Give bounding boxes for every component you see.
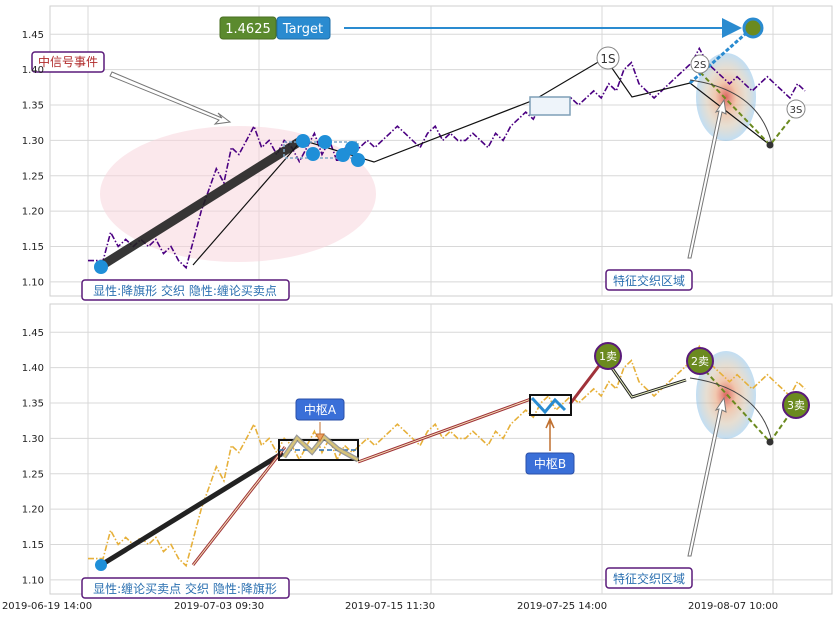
top-pivot-marker-6 [351, 153, 365, 167]
sell-3s-marker: 3S [786, 99, 806, 119]
target-value-label: 1.4625 [225, 22, 271, 37]
top-y-tick-2: 1.20 [22, 207, 44, 218]
top-flag-thick-line [98, 136, 305, 270]
sell-3-label: 3卖 [787, 399, 805, 412]
x-axis: 2019-06-19 14:00 2019-07-03 09:30 2019-07-… [2, 601, 778, 612]
bottom-y-tick-1: 1.15 [22, 540, 44, 551]
bottom-thick-line [99, 450, 285, 568]
top-pivot-marker-2 [306, 147, 320, 161]
target-point-marker [742, 17, 764, 39]
bottom-y-tick-6: 1.40 [22, 363, 44, 374]
bottom-y-tick-2: 1.20 [22, 505, 44, 516]
target-label: Target [282, 22, 323, 37]
x-tick-1: 2019-07-03 09:30 [174, 601, 264, 612]
top-y-tick-0: 1.10 [22, 277, 44, 288]
target-value-box: 1.4625 [219, 16, 277, 40]
bottom-price-series-0 [88, 344, 806, 568]
top-y-tick-5: 1.35 [22, 101, 44, 112]
feature-zone-bottom-box: 特征交织区域 [605, 567, 693, 589]
top-pivot-marker-5 [345, 141, 359, 155]
top-sell-dot [766, 141, 774, 149]
target-label-box: Target [276, 16, 331, 40]
axis-bottom: 1.10 1.15 1.20 1.25 1.30 1.35 1.40 1.45 [22, 328, 44, 587]
sell-2-label: 2卖 [691, 355, 709, 368]
bottom-pivot-b-box [529, 394, 572, 416]
sell-3-marker: 3卖 [782, 391, 810, 419]
feature-zone-bottom [696, 351, 756, 439]
bottom-pivot-b-zigzag [530, 396, 567, 415]
top-y-tick-4: 1.30 [22, 136, 44, 147]
feature-arrow-top [687, 98, 727, 259]
pivot-b-label-box: 中枢B [525, 452, 575, 475]
bottom-y-tick-4: 1.30 [22, 434, 44, 445]
feature-zone-top-box: 特征交织区域 [605, 269, 693, 291]
top-pivot-marker-1 [296, 134, 310, 148]
bottom-stroke-inner [192, 446, 286, 566]
x-tick-3: 2019-07-25 14:00 [517, 601, 607, 612]
bottom-segment-2-inner [357, 398, 532, 463]
sell-3s-label: 3S [790, 105, 803, 116]
sell-1-marker: 1卖 [594, 342, 622, 370]
bottom-y-tick-3: 1.25 [22, 469, 44, 480]
top-start-marker [94, 260, 108, 274]
pivot-a-label-box: 中枢A [295, 398, 345, 421]
sell-2s-marker: 2S [690, 54, 710, 74]
pivot-a-arrow [315, 422, 325, 443]
top-pattern-box: 显性:降旗形 交织 隐性:缠论买卖点 [81, 279, 290, 301]
series-top [88, 46, 806, 270]
pivot-b-label: 中枢B [534, 456, 566, 471]
top-pivot-b-box [529, 96, 571, 116]
top-price-series-0 [88, 46, 806, 270]
bottom-y-tick-7: 1.45 [22, 328, 44, 339]
sell-1s-marker: 1S [596, 46, 620, 70]
axis-top: 1.10 1.15 1.20 1.25 1.30 1.35 1.40 1.45 [22, 30, 44, 289]
signal-arrow [109, 71, 232, 125]
feature-arrow-bottom [687, 396, 727, 557]
bottom-pattern-label: 显性:缠论买卖点 交织 隐性:降旗形 [93, 581, 277, 596]
sell-1-label: 1卖 [599, 350, 617, 363]
top-y-tick-3: 1.25 [22, 171, 44, 182]
feature-zone-top [696, 53, 756, 141]
top-sell-arc [689, 79, 773, 146]
top-pivot-marker-3 [318, 135, 332, 149]
bottom-y-tick-0: 1.10 [22, 575, 44, 586]
sell-2s-label: 2S [694, 60, 707, 71]
pivot-a-label: 中枢A [304, 402, 337, 417]
series-bottom [88, 344, 806, 568]
top-pattern-label: 显性:降旗形 交织 隐性:缠论买卖点 [93, 283, 277, 298]
top-y-tick-1: 1.15 [22, 242, 44, 253]
top-sell-path [699, 71, 797, 147]
bottom-pattern-box: 显性:缠论买卖点 交织 隐性:降旗形 [81, 577, 290, 599]
feature-zone-bottom-label: 特征交织区域 [613, 571, 685, 586]
x-tick-4: 2019-08-07 10:00 [688, 601, 778, 612]
bottom-y-tick-5: 1.35 [22, 399, 44, 410]
x-tick-0: 2019-06-19 14:00 [2, 601, 92, 612]
bottom-segment-4-inner [604, 357, 687, 398]
bottom-start-marker [95, 559, 107, 571]
sell-1s-label: 1S [600, 52, 615, 66]
signal-event-box: 中信号事件 [31, 51, 105, 73]
bottom-pivot-a-zigzag-color [282, 435, 359, 462]
pivot-b-arrow [545, 417, 555, 451]
bottom-sell-arc [689, 377, 773, 443]
sell-2-marker: 2卖 [686, 347, 714, 375]
bottom-panel [49, 303, 833, 595]
signal-event-label: 中信号事件 [38, 54, 98, 69]
bottom-sell-dot [766, 438, 774, 446]
feature-zone-top-label: 特征交织区域 [613, 273, 685, 288]
top-y-tick-6: 1.40 [22, 65, 44, 76]
x-tick-2: 2019-07-15 11:30 [345, 601, 435, 612]
top-y-tick-7: 1.45 [22, 30, 44, 41]
top-stroke-line [192, 57, 771, 266]
